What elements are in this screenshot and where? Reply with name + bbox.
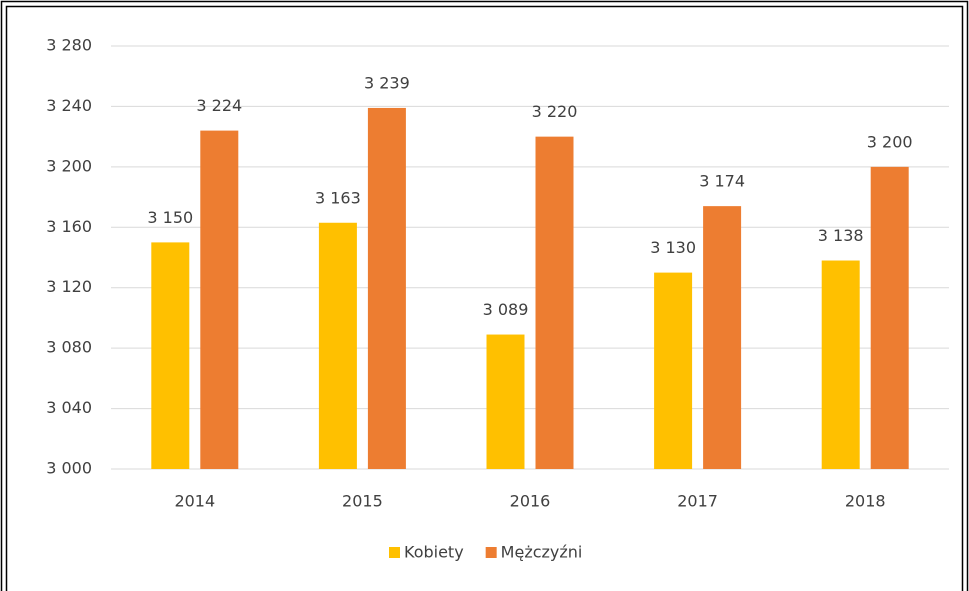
legend-label: Kobiety: [404, 543, 464, 562]
value-label: 3 150: [147, 208, 193, 227]
x-tick-label: 2014: [174, 492, 215, 511]
y-tick-label: 3 040: [46, 398, 92, 417]
bar: [703, 206, 742, 469]
bar: [318, 222, 357, 469]
bar: [870, 166, 909, 469]
legend-label: Mężczyźni: [501, 543, 583, 562]
value-label: 3 130: [650, 238, 696, 257]
x-tick-label: 2018: [845, 492, 886, 511]
bar: [151, 242, 190, 469]
y-tick-label: 3 280: [46, 36, 92, 55]
y-tick-label: 3 240: [46, 96, 92, 115]
x-tick-label: 2015: [342, 492, 383, 511]
value-label: 3 224: [196, 96, 242, 115]
bar: [367, 107, 406, 470]
y-tick-label: 3 120: [46, 277, 92, 296]
value-label: 3 200: [867, 132, 913, 151]
bar: [200, 130, 239, 469]
y-tick-label: 3 080: [46, 338, 92, 357]
value-label: 3 089: [483, 300, 529, 319]
legend-swatch: [389, 547, 400, 558]
bar: [535, 136, 574, 469]
bar: [654, 272, 693, 469]
bar: [486, 334, 525, 469]
y-tick-label: 3 200: [46, 156, 92, 175]
legend-swatch: [485, 547, 497, 558]
value-label: 3 220: [532, 102, 578, 121]
value-label: 3 138: [818, 226, 864, 245]
value-label: 3 163: [315, 188, 361, 207]
y-tick-label: 3 000: [46, 459, 92, 478]
value-label: 3 174: [699, 172, 745, 191]
value-label: 3 239: [364, 73, 410, 92]
bar: [821, 260, 860, 469]
x-tick-label: 2017: [677, 492, 718, 511]
x-tick-label: 2016: [510, 492, 551, 511]
y-tick-label: 3 160: [46, 217, 92, 236]
